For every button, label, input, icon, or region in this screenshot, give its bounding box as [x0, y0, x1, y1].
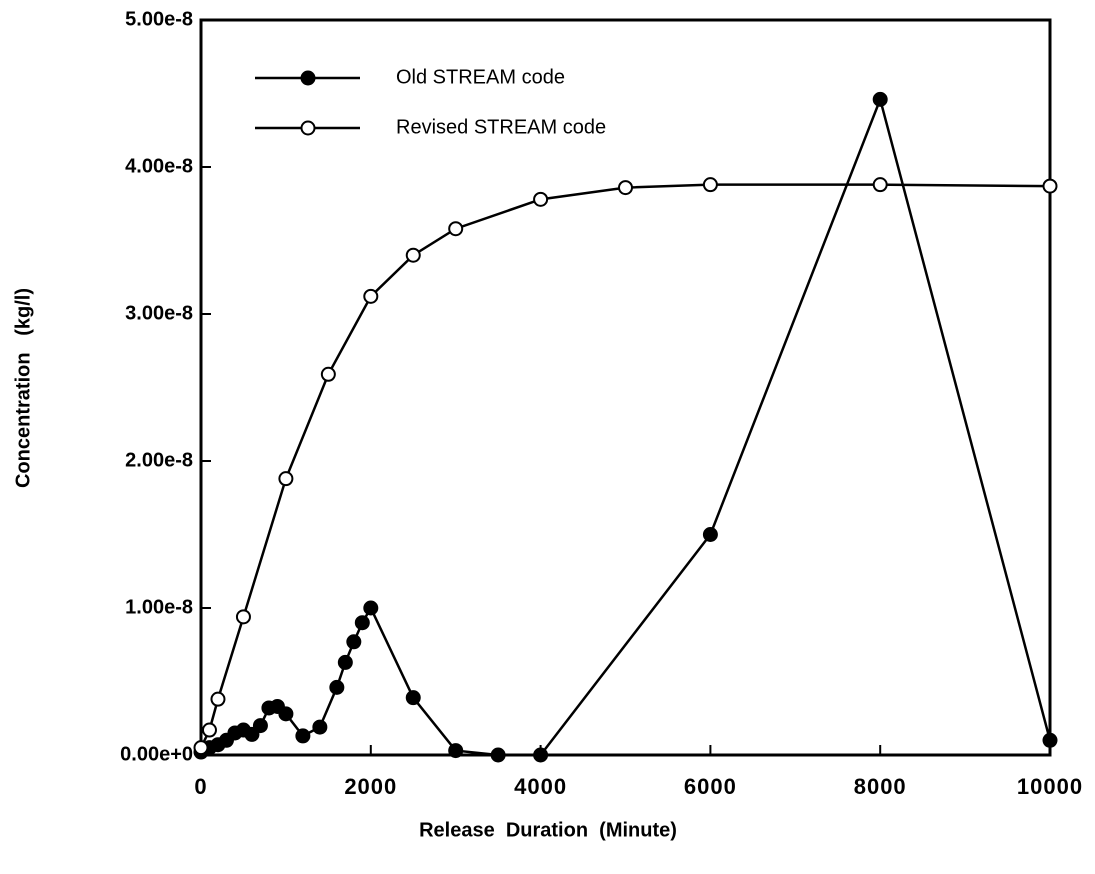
plot-frame: [199, 18, 1052, 757]
legend-marker: [300, 70, 316, 86]
point: [193, 740, 209, 756]
point: [533, 191, 549, 207]
point: [872, 91, 888, 107]
point: [210, 691, 226, 707]
x-tick-label: 8000: [854, 774, 907, 799]
x-tick-label: 0: [194, 774, 207, 799]
x-tick-label: 4000: [514, 774, 567, 799]
point: [702, 177, 718, 193]
point: [490, 747, 506, 763]
y-tick-label: 3.00e-8: [125, 302, 193, 324]
x-tick-label: 10000: [1017, 774, 1083, 799]
point: [618, 180, 633, 196]
x-axis-title: Release Duration (Minute): [419, 819, 677, 841]
point: [278, 706, 294, 722]
point: [533, 747, 549, 763]
point: [405, 690, 421, 706]
y-axis-title: Concentration (kg/l): [12, 288, 34, 488]
point: [354, 615, 370, 631]
series-line: [200, 95, 1052, 757]
point: [872, 177, 888, 193]
point: [244, 726, 260, 742]
y-tick-label: 0.00e+0: [120, 743, 193, 765]
point: [1042, 178, 1058, 194]
y-tick-label: 1.00e-8: [125, 596, 193, 618]
legend-marker: [300, 120, 316, 136]
point: [346, 634, 362, 650]
point: [295, 728, 311, 744]
point: [337, 654, 353, 670]
point: [201, 722, 217, 738]
legend-label: Old STREAM code: [396, 66, 565, 88]
point: [702, 527, 718, 542]
y-tick-label: 4.00e-8: [125, 155, 193, 177]
point: [1042, 732, 1058, 748]
point: [278, 471, 294, 487]
point: [320, 366, 336, 382]
point: [405, 247, 421, 263]
y-tick-label: 5.00e-8: [125, 8, 193, 30]
point: [363, 288, 379, 304]
legend-label: Revised STREAM code: [396, 116, 606, 138]
point: [363, 600, 379, 616]
point: [329, 679, 345, 695]
series-line: [199, 183, 1051, 749]
point: [448, 221, 464, 237]
x-tick-label: 2000: [344, 774, 397, 799]
point: [312, 719, 328, 735]
point: [235, 609, 251, 625]
y-tick-label: 2.00e-8: [125, 449, 193, 471]
point: [252, 718, 268, 734]
point: [448, 743, 464, 759]
x-tick-label: 6000: [684, 774, 737, 799]
